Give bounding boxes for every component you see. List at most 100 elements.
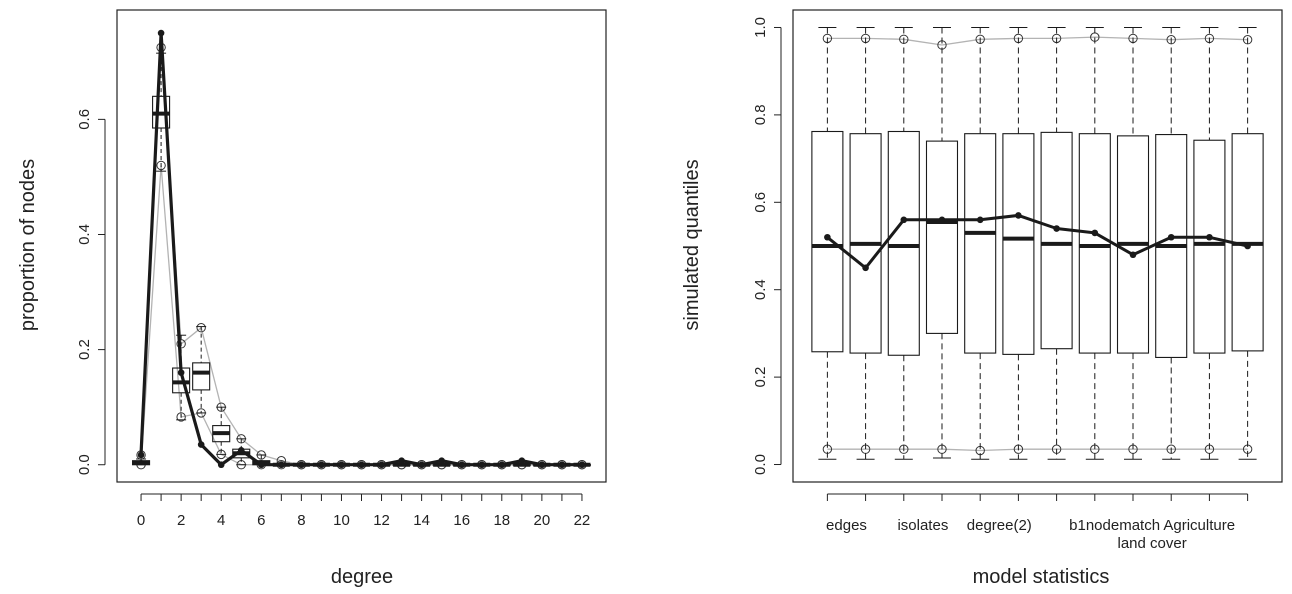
lower-envelope-point [156,160,166,171]
observed-series-line [139,31,582,467]
observed-point [1015,212,1022,219]
lower-envelope-line [827,448,1248,452]
box [887,130,920,356]
x-tick-label: 0 [137,512,145,529]
observed-line [137,29,586,469]
upper-envelope-line [140,47,582,466]
observed-point [137,451,145,459]
observed-point [498,461,506,469]
x-tick-label: 10 [333,512,350,529]
y-tick-label: 0.2 [76,339,93,360]
observed-point [1053,225,1060,232]
x-tick-label: 14 [413,512,430,529]
observed-point [358,461,365,469]
observed-point [338,461,345,469]
observed-point [862,264,869,272]
y-tick-label: 0.6 [76,109,93,130]
x-tick-label: 4 [217,512,225,529]
x-tick-label: 16 [453,512,470,529]
observed-point [1167,233,1175,241]
x-tick-label: 20 [534,512,551,529]
degree-distribution-panel: 0 2 4 6 8 10 12 14 16 18 20 22 0.00.20.40.6 degree … [17,9,607,588]
observed-point [976,216,984,224]
observed-point [157,29,165,37]
lower-envelope-line [140,165,582,466]
x-tick-label: 6 [257,512,265,529]
observed-point [900,216,908,224]
y-axis: 0.0 0.2 0.4 0.6 0.8 1.0 [752,17,782,475]
y-tick-label: 0.2 [752,367,769,388]
box [1078,133,1111,354]
x-axis: edges isolates degree(2) b1nodematch Agricu… [826,493,1249,552]
observed-point [538,461,546,469]
y-tick-label: 0.6 [752,192,769,213]
observed-point [558,461,566,469]
simulated-boxplots [131,52,592,467]
observed-point [398,457,405,465]
upper-envelope-point [196,323,206,333]
observed-point [197,441,205,448]
box [964,133,997,354]
observed-point [578,461,586,469]
observed-line [824,212,1251,272]
box [811,130,844,353]
box [1002,133,1035,355]
y-tick-label: 0.4 [752,279,769,300]
plot-frame-left [116,9,607,483]
observed-point [278,461,285,469]
category-label: edges [826,517,867,534]
y-tick-label: 0.0 [76,454,93,475]
x-axis-title: model statistics [973,566,1110,588]
y-axis: 0.0 0.2 0.4 0.6 [76,109,106,475]
box [192,362,211,391]
x-axis: 0 2 4 6 8 10 12 14 16 18 20 22 [137,493,591,529]
y-axis-title: proportion of nodes [17,159,39,331]
category-label: b1nodematch Agriculture [1069,517,1235,534]
model-statistics-panel: edges isolates degree(2) b1nodematch Agricu… [681,9,1283,588]
goodness-of-fit-envelope [822,32,1253,456]
x-axis-title: degree [331,566,393,588]
lower-envelope-point [176,412,186,422]
observed-point [438,457,445,465]
observed-point [237,447,245,454]
observed-point [257,461,265,469]
y-tick-label: 0.4 [76,224,93,245]
observed-point [478,461,486,469]
y-tick-label: 0.8 [752,104,769,125]
upper-envelope-line [827,36,1248,46]
category-label: land cover [1118,535,1187,552]
observed-series-line [826,213,1248,270]
observed-point [318,461,325,469]
y-axis-title: simulated quantiles [681,159,703,330]
observed-point [1244,242,1251,250]
observed-point [824,233,831,241]
goodness-of-fit-envelope [136,42,587,470]
x-tick-label: 12 [373,512,390,529]
lower-envelope-point [899,444,909,454]
observed-point [458,461,466,469]
simulated-boxplots [811,26,1264,460]
category-label: isolates [897,517,948,534]
observed-point [217,461,225,469]
x-tick-label: 18 [493,512,510,529]
observed-point [418,461,425,469]
y-tick-label: 1.0 [752,17,769,38]
observed-point [378,461,385,469]
observed-point [938,216,946,224]
y-tick-label: 0.0 [752,454,769,475]
plot-frame-right [792,9,1283,483]
upper-envelope-point [1166,35,1176,45]
box [1040,131,1073,350]
box [1193,139,1226,354]
upper-envelope-point [1242,35,1253,45]
category-label: degree(2) [967,517,1032,534]
observed-point [1129,251,1137,259]
observed-point [1206,233,1213,241]
observed-point [177,369,185,376]
observed-point [298,461,305,469]
x-tick-label: 8 [297,512,305,529]
x-tick-label: 2 [177,512,185,529]
box [925,140,959,334]
x-tick-label: 22 [574,512,591,529]
